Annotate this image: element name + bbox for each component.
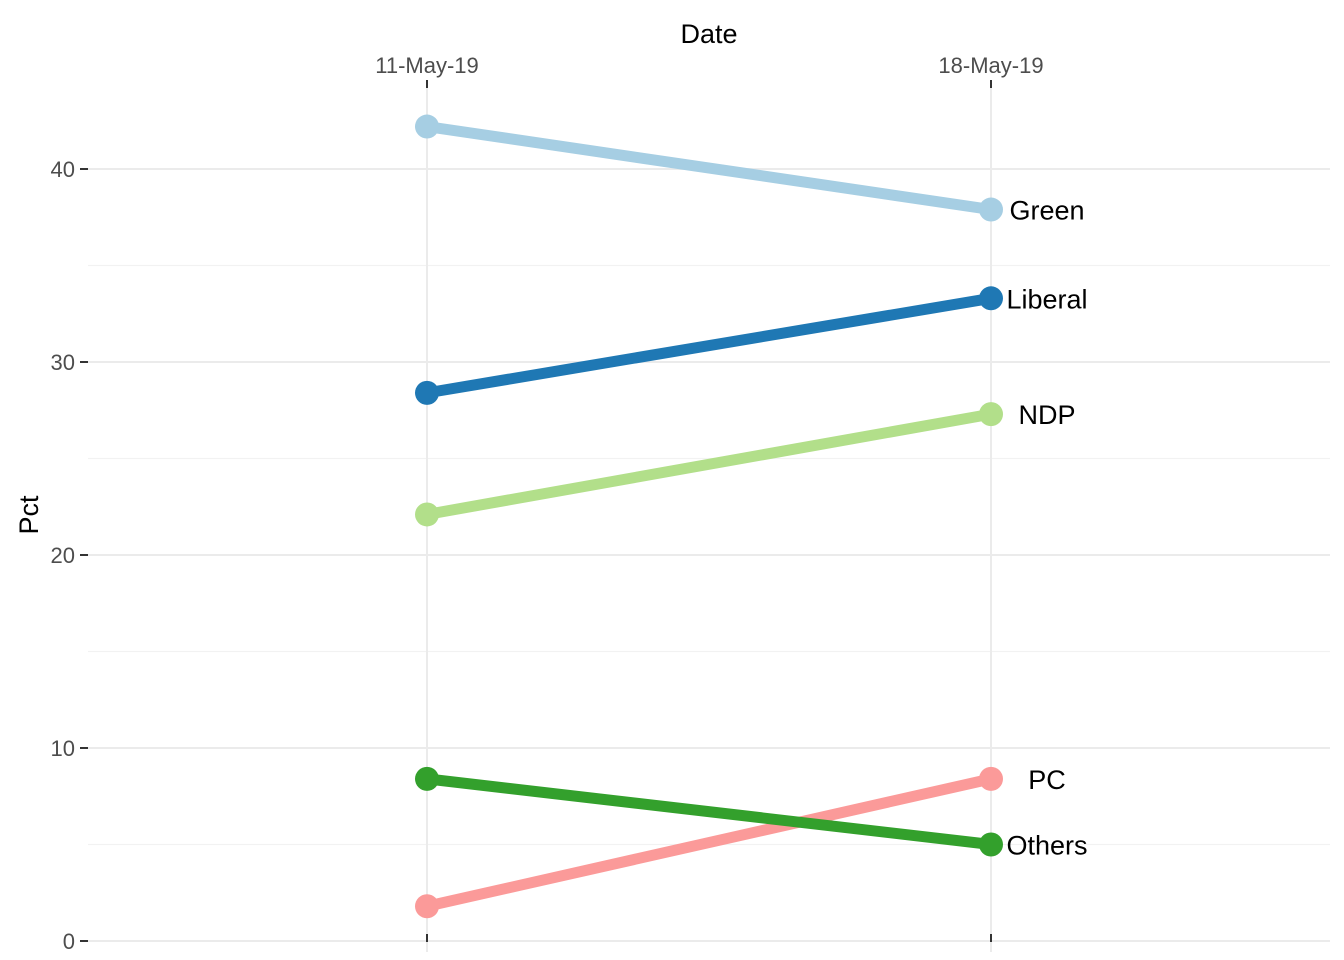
series-pc: [415, 766, 1003, 919]
axis-layer: Date Pct 0 10 20 30 40 11-May-19 18-May-19: [14, 19, 1044, 954]
series-layer: [415, 114, 1003, 919]
series-point: [979, 402, 1003, 427]
y-tick-label: 30: [51, 350, 75, 375]
series-line: [426, 773, 992, 850]
x-tick-label: 11-May-19: [375, 53, 479, 78]
y-tick-label: 0: [63, 929, 75, 954]
series-point: [415, 380, 439, 405]
grid-layer: [88, 80, 1330, 952]
series-ndp: [415, 402, 1003, 527]
series-point: [415, 766, 439, 791]
series-point: [415, 894, 439, 919]
series-line: [426, 292, 992, 399]
series-label: Others: [1006, 831, 1087, 861]
series-line: [426, 121, 992, 215]
series-label: Green: [1009, 196, 1084, 226]
y-axis-title: Pct: [14, 495, 44, 535]
x-tick-label: 18-May-19: [938, 53, 1043, 78]
x-axis-title: Date: [680, 19, 737, 49]
label-layer: Green Liberal NDP PC Others: [1006, 196, 1087, 861]
series-point: [979, 197, 1003, 222]
series-line: [426, 408, 992, 520]
series-point: [979, 766, 1003, 791]
y-tick-label: 20: [51, 543, 75, 568]
y-tick-label: 10: [51, 736, 75, 761]
series-point: [979, 286, 1003, 311]
series-point: [979, 832, 1003, 857]
series-others: [415, 766, 1003, 857]
series-point: [415, 502, 439, 527]
series-point: [415, 114, 439, 139]
series-green: [415, 114, 1003, 222]
series-label: NDP: [1018, 400, 1075, 430]
series-line: [425, 773, 993, 912]
series-liberal: [415, 286, 1003, 405]
y-tick-label: 40: [51, 157, 75, 182]
series-label: Liberal: [1006, 284, 1087, 314]
series-label: PC: [1028, 765, 1066, 795]
